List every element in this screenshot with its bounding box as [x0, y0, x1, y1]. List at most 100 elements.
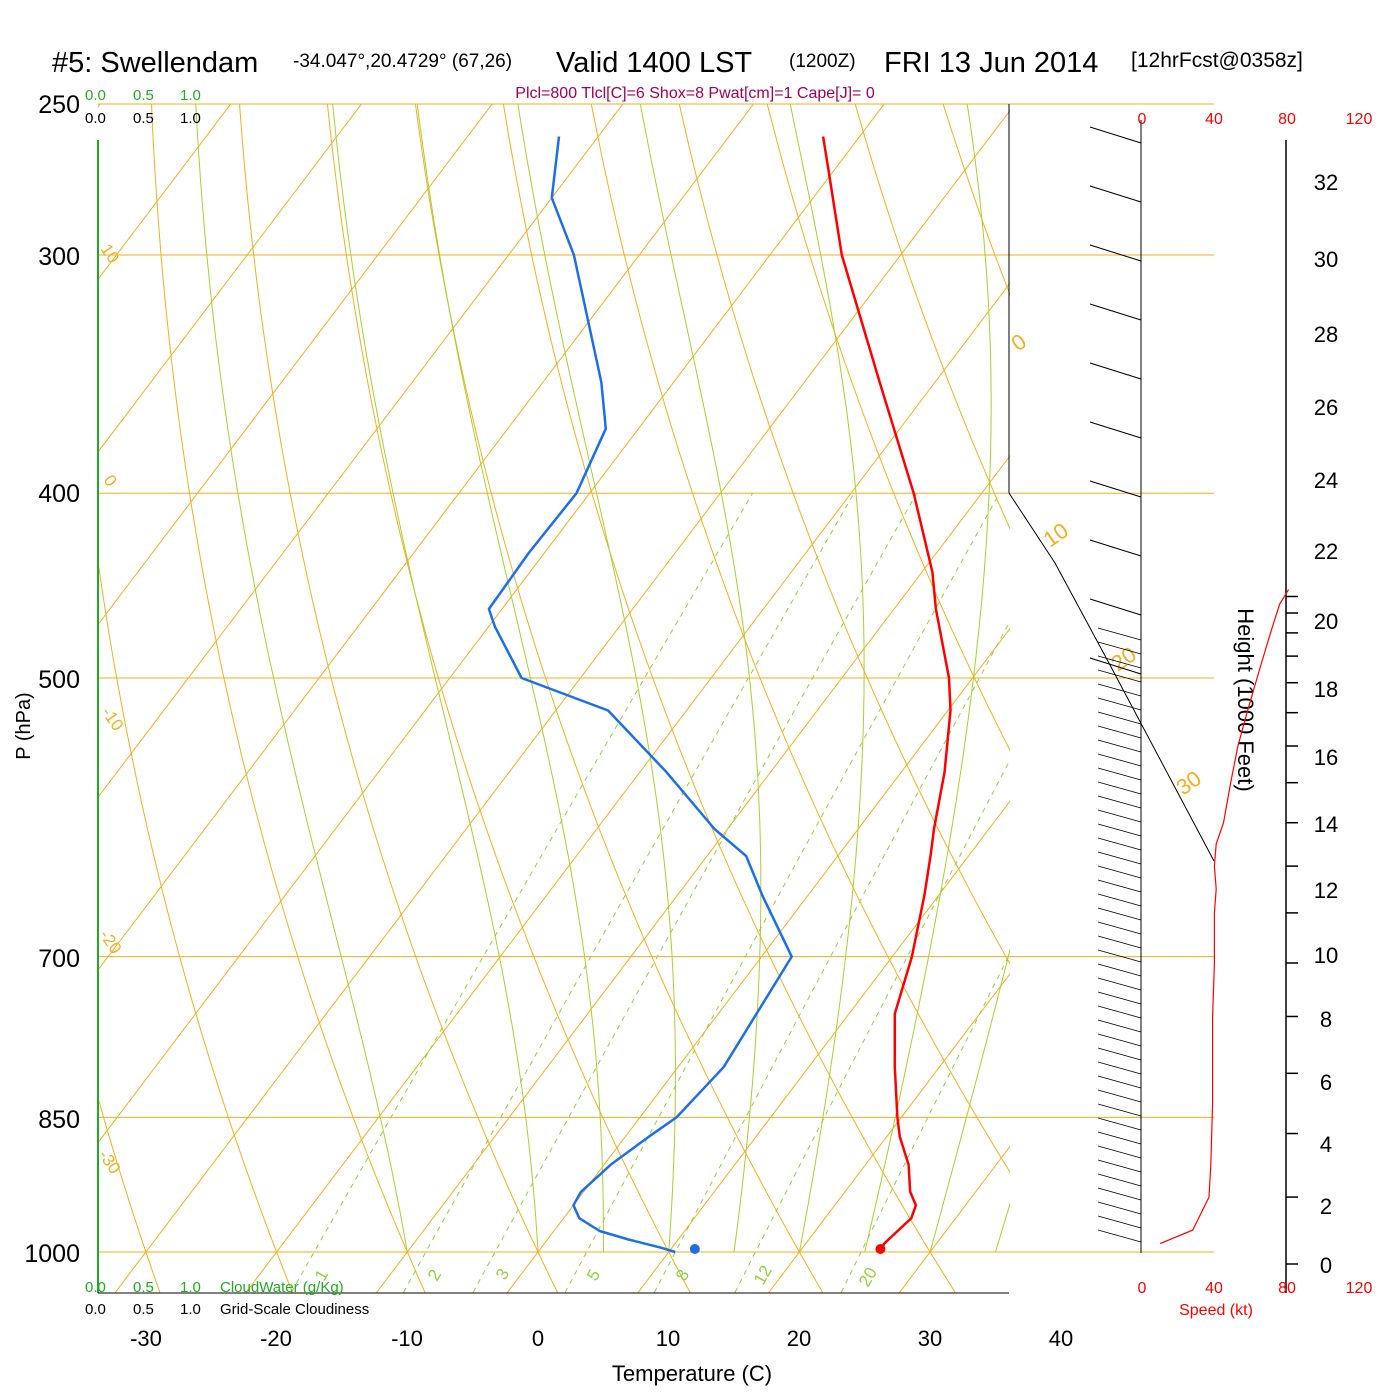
- temperature-tick-label: 30: [918, 1326, 942, 1351]
- forecast-date: FRI 13 Jun 2014: [884, 47, 1098, 79]
- wind-barb: [1097, 1047, 1142, 1061]
- height-axis-title: Height (1000 Feet): [1233, 608, 1258, 791]
- pressure-tick-label: 1000: [24, 1240, 80, 1268]
- cloudwater-tick: 0.0: [85, 1279, 106, 1296]
- pressure-tick-label: 500: [38, 666, 80, 694]
- cloudwater-tick: 0.0: [85, 87, 106, 104]
- wind-barb: [1089, 244, 1142, 262]
- dry-adiabat-line: [98, 557, 293, 1293]
- wind-barb: [1097, 641, 1142, 655]
- height-tick-label: 28: [1314, 322, 1338, 347]
- wind-barb: [1097, 907, 1142, 921]
- wind-barb: [1097, 865, 1142, 879]
- wind-barb: [1097, 809, 1142, 823]
- isotherm-line: [114, 109, 1010, 1293]
- wind-barb: [1089, 303, 1142, 321]
- dry-adiabat-line: [502, 104, 956, 1293]
- wind-barb: [1097, 1215, 1142, 1229]
- height-tick-label: 0: [1320, 1253, 1332, 1278]
- temperature-axis: -30 -20 -10 0 10 20 30 40: [130, 1326, 1073, 1351]
- wind-barb: [1097, 739, 1142, 753]
- speed-tick-label: 80: [1278, 1280, 1296, 1297]
- temperature-tick-label: -20: [260, 1326, 292, 1351]
- cloudwater-tick: 1.0: [180, 1279, 201, 1296]
- isotherm-label: 20: [1107, 642, 1141, 677]
- speed-scale-top: 0 40 80 120: [1138, 111, 1373, 128]
- isotherm-line: [98, 104, 493, 626]
- wind-barb: [1089, 185, 1142, 203]
- isotherm-line: [507, 627, 1010, 1293]
- wind-barb: [1097, 837, 1142, 851]
- forecast-run: [12hrFcst@0358z]: [1131, 49, 1303, 72]
- height-tick-labels: 0 2 4 6 8 10 12 14 16 18 20 22 24 26 28 …: [1314, 170, 1338, 1278]
- height-tick-label: 18: [1314, 677, 1338, 702]
- wind-barb: [1097, 1145, 1142, 1159]
- wind-barb: [1097, 1061, 1142, 1075]
- moist-adiabat-lines: [195, 104, 1010, 1253]
- isotherm-line: [245, 282, 1010, 1293]
- height-tick-label: 8: [1320, 1007, 1332, 1032]
- mixing-ratio-line: [653, 620, 1010, 1293]
- temperature-axis-title: Temperature (C): [612, 1361, 772, 1386]
- isotherm-label: -10: [98, 703, 128, 734]
- isotherm-line: [1161, 70, 1400, 1292]
- height-tick-marks: [1286, 595, 1298, 1265]
- wind-barb: [1097, 1229, 1142, 1243]
- plot-frame: [97, 104, 1215, 1294]
- isotherm-line: [98, 104, 363, 453]
- wind-barb: [1097, 1117, 1142, 1131]
- wind-barb: [1097, 1201, 1142, 1215]
- isotherm-line: [98, 104, 624, 799]
- station-coords: -34.047°,20.4729° (67,26): [293, 51, 512, 72]
- mixing-ratio-line: [564, 492, 1000, 1293]
- height-tick-label: 24: [1314, 468, 1338, 493]
- isobar-lines: [98, 103, 1214, 1253]
- wind-barb: [1089, 362, 1142, 380]
- height-tick-label: 26: [1314, 395, 1338, 420]
- dry-adiabat-line: [766, 104, 1010, 752]
- speed-tick-label: 120: [1346, 111, 1373, 128]
- cloudwater-tick: 1.0: [180, 87, 201, 104]
- dry-adiabat-line: [1194, 70, 1400, 1292]
- pressure-tick-label: 850: [38, 1106, 80, 1134]
- isotherm-labels: 10 0 -10 -20 -30 0 10 20 30: [95, 240, 1206, 1177]
- temperature-tick-label: 20: [787, 1326, 811, 1351]
- sounding-profiles: [487, 136, 952, 1254]
- pressure-axis-title: P (hPa): [13, 692, 35, 759]
- mixing-ratio-lines: [290, 492, 1010, 1293]
- pressure-axis: 250 300 400 500 700 850 1000: [24, 91, 80, 1268]
- cloudwater-tick: 0.5: [133, 87, 154, 104]
- isotherm-line: [637, 800, 1010, 1293]
- moist-adiabat-line: [195, 104, 408, 1253]
- height-tick-label: 2: [1320, 1194, 1332, 1219]
- dry-adiabat-line: [98, 1095, 161, 1293]
- isotherm-label: -20: [96, 926, 126, 957]
- temperature-tick-label: 40: [1049, 1326, 1073, 1351]
- wind-barb: [1089, 421, 1142, 439]
- wind-barb: [1089, 657, 1142, 675]
- wind-barb: [1097, 697, 1142, 711]
- wind-panel: 0 2 4 6 8 10 12 14 16 18 20 22 24 26 28 …: [1089, 111, 1373, 1319]
- dry-adiabat-line: [590, 104, 1010, 1174]
- wind-barb: [1097, 1019, 1142, 1033]
- wind-barb: [1089, 539, 1142, 557]
- wind-barb: [1097, 921, 1142, 935]
- mixing-ratio-label: 2: [424, 1266, 445, 1284]
- dry-adiabat-line: [150, 104, 426, 1293]
- dry-adiabat-line: [1367, 70, 1400, 1292]
- wind-barb: [1097, 767, 1142, 781]
- wind-barb: [1097, 879, 1142, 893]
- wind-barb: [1097, 655, 1142, 669]
- speed-axis-title: Speed (kt): [1179, 1302, 1253, 1319]
- cloud-scale-top: 0.0 0.5 1.0 0.0 0.5 1.0: [85, 87, 201, 127]
- dry-adiabat-line: [1020, 70, 1400, 1292]
- speed-tick-label: 0: [1138, 111, 1147, 128]
- isotherm-label: 0: [100, 471, 121, 490]
- isotherm-label: 10: [97, 240, 123, 266]
- wind-barb: [1097, 1187, 1142, 1201]
- wind-barb: [1097, 725, 1142, 739]
- chart-header: #5: Swellendam -34.047°,20.4729° (67,26)…: [52, 47, 1303, 102]
- wind-barb: [1097, 1131, 1142, 1145]
- wind-barb: [1097, 1005, 1142, 1019]
